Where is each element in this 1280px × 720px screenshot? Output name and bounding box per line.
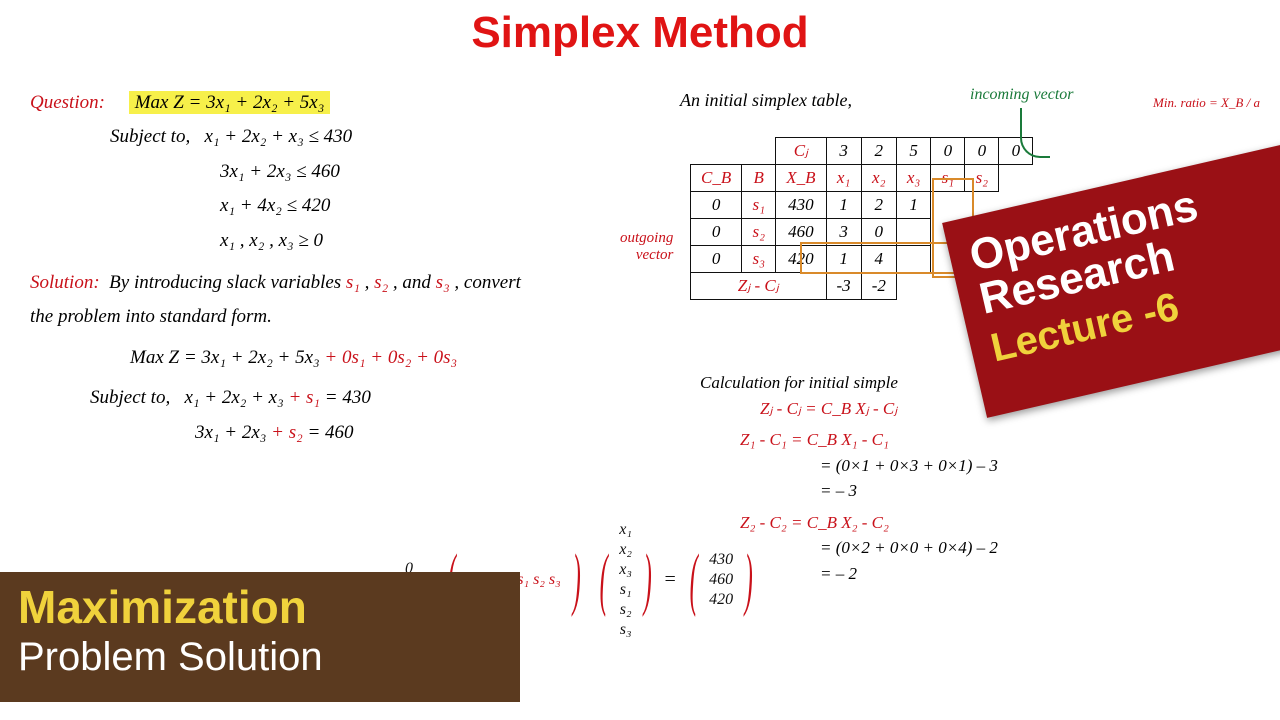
question-label: Question: <box>30 92 105 113</box>
solution-intro-a: By introducing slack variables <box>109 272 346 293</box>
s2: s₂ <box>374 272 388 293</box>
incoming-arrow-icon <box>1020 108 1050 158</box>
outgoing-label: outgoingvector <box>620 230 673 263</box>
solution-intro-c: the problem into standard form. <box>30 302 650 332</box>
nonneg: x₁ , x₂ , x₃ ≥ 0 <box>30 226 650 256</box>
std-c1a: x₁ + 2x₂ + x₃ <box>184 387 283 408</box>
constraint-3: x₁ + 4x₂ ≤ 420 <box>30 191 650 221</box>
solution-intro-b: , convert <box>454 272 520 293</box>
std-st-label: Subject to, <box>90 387 170 408</box>
subject-to-label: Subject to, <box>110 126 190 147</box>
solution-label: Solution: <box>30 272 100 293</box>
min-ratio: Min. ratio = X_B / a <box>1153 95 1260 111</box>
calculation-block: Calculation for initial simple Zⱼ - Cⱼ =… <box>700 370 998 586</box>
constraint-2: 3x₁ + 2x₃ ≤ 460 <box>30 157 650 187</box>
s3: s₃ <box>436 272 450 293</box>
constraint-1: x₁ + 2x₂ + x₃ ≤ 430 <box>204 126 352 147</box>
page-title: Simplex Method <box>0 8 1280 58</box>
std-obj-slack: + 0s₁ + 0s₂ + 0s₃ <box>320 347 457 368</box>
std-obj: Max Z = 3x₁ + 2x₂ + 5x₃ <box>130 347 320 368</box>
banner-brown: Maximization Problem Solution <box>0 572 520 702</box>
banner-brown-l1: Maximization <box>18 582 502 633</box>
s1: s₁ <box>346 272 360 293</box>
std-c2s: + s₂ <box>266 422 302 443</box>
left-column: Question: Max Z = 3x₁ + 2x₂ + 5x₃ Subjec… <box>30 88 650 452</box>
std-c2b: = 460 <box>303 422 354 443</box>
std-c1b: = 430 <box>320 387 371 408</box>
std-c2a: 3x₁ + 2x₃ <box>195 422 266 443</box>
incoming-label: incoming vector <box>970 86 1074 104</box>
x-vector: x₁x₂x₃s₁s₂s₃ <box>619 520 632 640</box>
banner-brown-l2: Problem Solution <box>18 635 502 679</box>
objective-fn: Max Z = 3x₁ + 2x₂ + 5x₃ <box>129 91 331 114</box>
calc-caption: Calculation for initial simple <box>700 370 998 396</box>
std-c1s: + s₁ <box>284 387 320 408</box>
